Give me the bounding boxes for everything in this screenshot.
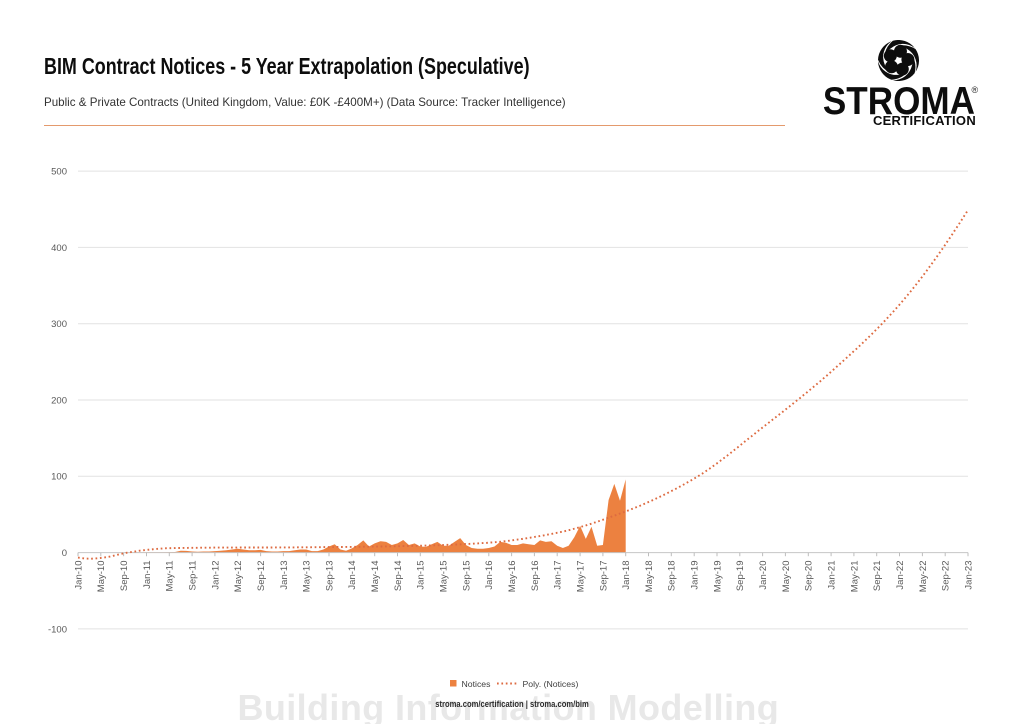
svg-text:May-10: May-10 [96, 561, 107, 593]
svg-text:May-20: May-20 [781, 561, 792, 593]
svg-text:Jan-21: Jan-21 [827, 561, 838, 590]
svg-text:Sep-12: Sep-12 [256, 561, 267, 592]
svg-text:Sep-21: Sep-21 [872, 561, 883, 592]
svg-text:100: 100 [51, 472, 67, 483]
svg-text:Sep-18: Sep-18 [667, 561, 678, 592]
svg-text:Jan-20: Jan-20 [758, 561, 769, 590]
svg-text:-100: -100 [48, 624, 67, 635]
svg-text:Poly. (Notices): Poly. (Notices) [523, 679, 579, 689]
svg-text:May-11: May-11 [165, 561, 176, 592]
svg-text:May-19: May-19 [712, 561, 723, 593]
svg-text:Sep-10: Sep-10 [119, 561, 130, 592]
svg-text:400: 400 [51, 243, 67, 254]
svg-text:May-12: May-12 [233, 561, 244, 593]
svg-text:May-13: May-13 [302, 561, 313, 593]
svg-text:Sep-15: Sep-15 [461, 561, 472, 592]
svg-text:Jan-15: Jan-15 [416, 561, 427, 590]
svg-text:Sep-11: Sep-11 [188, 561, 199, 591]
svg-text:May-21: May-21 [849, 561, 860, 593]
svg-text:Jan-10: Jan-10 [73, 561, 84, 590]
svg-text:Sep-14: Sep-14 [393, 561, 404, 592]
svg-text:0: 0 [62, 548, 67, 559]
svg-text:Notices: Notices [462, 679, 492, 689]
svg-text:May-16: May-16 [507, 561, 518, 593]
svg-text:500: 500 [51, 167, 67, 178]
svg-text:Sep-16: Sep-16 [530, 561, 541, 592]
svg-text:Sep-19: Sep-19 [735, 561, 746, 592]
svg-text:Jan-23: Jan-23 [963, 561, 974, 590]
svg-text:Jan-16: Jan-16 [484, 561, 495, 590]
svg-text:Jan-22: Jan-22 [895, 561, 906, 590]
svg-text:May-18: May-18 [644, 561, 655, 593]
svg-text:May-14: May-14 [370, 561, 381, 593]
svg-text:Sep-20: Sep-20 [804, 561, 815, 592]
svg-text:Jan-11: Jan-11 [142, 561, 153, 589]
svg-text:Jan-14: Jan-14 [347, 561, 358, 590]
svg-text:Sep-22: Sep-22 [941, 561, 952, 592]
svg-text:May-22: May-22 [918, 561, 929, 593]
svg-text:Jan-17: Jan-17 [553, 561, 564, 590]
svg-text:Jan-12: Jan-12 [210, 561, 221, 590]
svg-text:Jan-19: Jan-19 [690, 561, 701, 590]
svg-text:200: 200 [51, 395, 67, 406]
svg-text:May-17: May-17 [576, 561, 587, 593]
svg-text:May-15: May-15 [439, 561, 450, 593]
svg-text:300: 300 [51, 319, 67, 330]
svg-text:Jan-13: Jan-13 [279, 561, 290, 590]
svg-text:Sep-17: Sep-17 [598, 561, 609, 592]
svg-text:Sep-13: Sep-13 [324, 561, 335, 592]
svg-text:Jan-18: Jan-18 [621, 561, 632, 590]
